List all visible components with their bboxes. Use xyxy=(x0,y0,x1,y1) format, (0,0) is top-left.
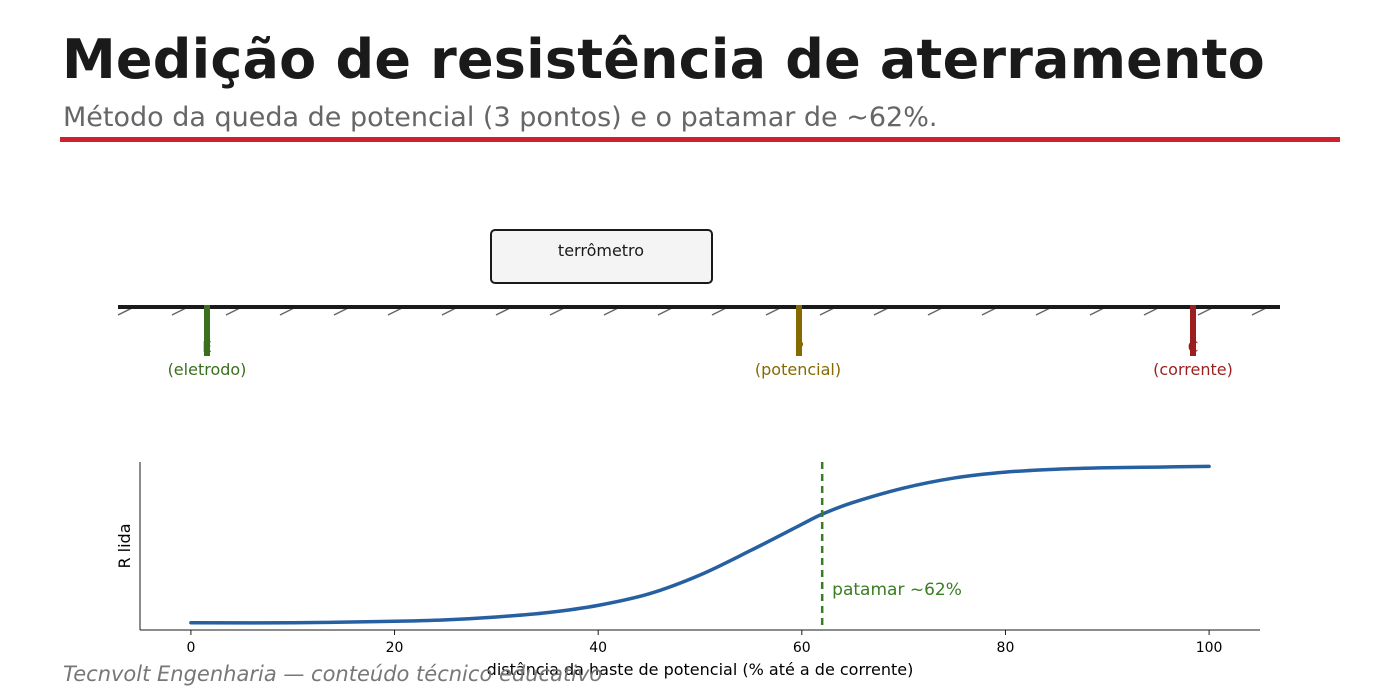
electrode-p: P (potencial) xyxy=(755,305,841,379)
x-axis-label: distância da haste de potencial (% até a… xyxy=(487,660,914,679)
electrode-e-letter: E xyxy=(202,338,211,356)
electrode-e: E (eletrodo) xyxy=(168,305,247,379)
electrode-c: C (corrente) xyxy=(1153,305,1233,379)
x-tick-label: 0 xyxy=(186,640,195,656)
title-divider xyxy=(60,137,1340,142)
x-tick-label: 60 xyxy=(793,640,811,656)
y-axis-label: R lida xyxy=(115,523,134,568)
x-tick-label: 80 xyxy=(997,640,1015,656)
electrode-p-letter: P xyxy=(794,338,803,356)
electrode-c-letter: C xyxy=(1188,338,1198,356)
electrode-p-desc: (potencial) xyxy=(755,360,841,379)
x-ticks: 0 20 40 60 80 100 xyxy=(186,630,1222,656)
earth-tester-box xyxy=(490,229,713,284)
page-subtitle: Método da queda de potencial (3 pontos) … xyxy=(63,102,938,133)
series-line xyxy=(189,464,1211,625)
resistance-chart: 0 20 40 60 80 100 patamar ~62% distância da h… xyxy=(115,462,1260,679)
x-tick-label: 20 xyxy=(386,640,404,656)
earth-tester-label: terrômetro xyxy=(558,241,644,260)
x-tick-label: 100 xyxy=(1196,640,1223,656)
page-title: Medição de resistência de aterramento xyxy=(62,28,1265,91)
footer-credit: Tecnvolt Engenharia — conteúdo técnico e… xyxy=(63,662,603,686)
earth-tester: terrômetro xyxy=(490,229,713,284)
electrode-e-desc: (eletrodo) xyxy=(168,360,247,379)
electrode-c-desc: (corrente) xyxy=(1153,360,1233,379)
x-tick-label: 40 xyxy=(589,640,607,656)
plateau-annotation: patamar ~62% xyxy=(832,580,962,600)
